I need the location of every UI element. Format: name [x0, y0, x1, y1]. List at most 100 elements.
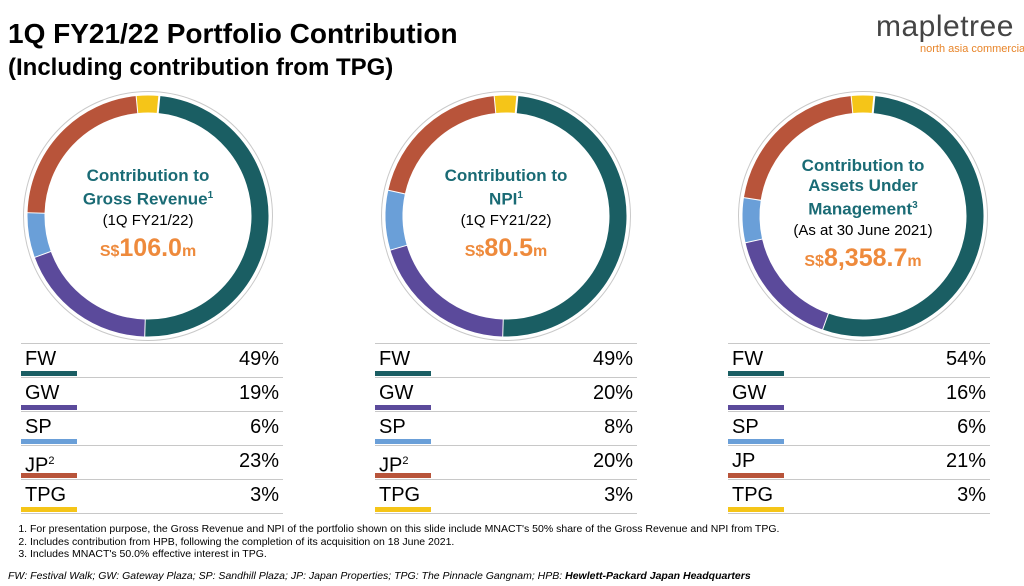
chart-title-line-1: Contribution to — [801, 155, 925, 175]
donut-segment-gw — [745, 238, 829, 330]
chart-title-line-1: Contribution to — [444, 165, 568, 185]
donut-outer-ring — [23, 91, 273, 341]
chart-title: Contribution to Assets Under Management3 — [802, 156, 925, 220]
donut-svg — [738, 91, 988, 341]
legend-swatch-gw — [728, 405, 784, 410]
donut-segment-jp — [743, 96, 854, 200]
legend-label: FW — [25, 348, 57, 370]
legend-row-tpg: TPG 3% — [728, 480, 990, 514]
legend-swatch-fw — [728, 371, 784, 376]
chart-title-footnote: 3 — [912, 199, 918, 211]
donut-segment-separator — [514, 94, 519, 115]
donut-chart-npi: Contribution to NPI1 (1Q FY21/22) S$80.5… — [379, 89, 633, 343]
legend-swatch-fw — [375, 371, 431, 376]
donut-segment-sp — [385, 189, 407, 250]
donut-segment-separator — [156, 94, 161, 115]
footnote-item: Includes contribution from HPB, followin… — [30, 536, 779, 549]
legend-swatch-tpg — [728, 507, 784, 512]
footnote-item: Includes MNACT's 50.0% effective interes… — [30, 548, 779, 561]
legend-label: SP — [25, 416, 52, 438]
logo-tagline: north asia commercial — [920, 43, 1024, 55]
legend-row-jp: JP 21% — [728, 446, 990, 480]
legend-label: FW — [379, 348, 411, 370]
donut-outer-ring — [738, 91, 988, 341]
legend-swatch-gw — [375, 405, 431, 410]
chart-period: (1Q FY21/22) — [460, 212, 552, 230]
donut-chart-gross-revenue: Contribution to Gross Revenue1 (1Q FY21/… — [21, 89, 275, 343]
unit: m — [533, 243, 548, 261]
donut-segment-separator — [744, 237, 764, 244]
currency: S$ — [99, 243, 120, 261]
legend-label-footnote: 2 — [48, 455, 55, 467]
chart-title-footnote: 1 — [207, 189, 214, 201]
chart-total-value: S$8,358.7m — [804, 244, 921, 276]
footnote-item: For presentation purpose, the Gross Reve… — [30, 523, 779, 536]
chart-title-line-1: Contribution to — [86, 165, 210, 185]
legend-row-sp: SP 6% — [21, 412, 283, 446]
legend-value: 20% — [592, 450, 633, 472]
page-title: 1Q FY21/22 Portfolio Contribution — [8, 18, 458, 49]
legend-table-aum: FW 54% GW 16% SP 6% JP 21% TPG 3% — [728, 343, 990, 514]
legend-label: TPG — [379, 484, 421, 506]
legend-value: 54% — [945, 348, 986, 370]
chart-title-line-2: Gross Revenue — [82, 189, 208, 209]
chart-total-value: S$106.0m — [100, 234, 196, 266]
donut-segment-separator — [26, 211, 46, 214]
legend-row-tpg: TPG 3% — [375, 480, 637, 514]
legend-swatch-sp — [21, 439, 77, 444]
chart-period: (1Q FY21/22) — [102, 212, 194, 230]
donut-chart-aum: Contribution to Assets Under Management3… — [736, 89, 990, 343]
legend-label: JP2 — [379, 454, 409, 477]
abbreviations-note: FW: Festival Walk; GW: Gateway Plaza; SP… — [8, 570, 751, 582]
legend-value: 19% — [238, 382, 279, 404]
donut-segment-separator — [135, 94, 140, 115]
legend-row-gw: GW 20% — [375, 378, 637, 412]
logo-wordmark: mapletree — [876, 10, 1014, 43]
donut-center: Contribution to NPI1 (1Q FY21/22) S$80.5… — [416, 126, 596, 306]
legend-swatch-sp — [375, 439, 431, 444]
legend-row-gw: GW 19% — [21, 378, 283, 412]
unit: m — [907, 253, 922, 271]
chart-period: (As at 30 June 2021) — [793, 222, 933, 240]
legend-label: FW — [732, 348, 764, 370]
total-number: 8,358.7 — [823, 244, 908, 273]
donut-segment-fw — [822, 96, 984, 337]
legend-swatch-sp — [728, 439, 784, 444]
legend-value: 23% — [238, 450, 279, 472]
legend-label: JP2 — [25, 454, 55, 477]
legend-table-gross-revenue: FW 49% GW 19% SP 6% JP2 23% TPG 3% — [21, 343, 283, 514]
chart-title-line-2: Assets Under — [808, 175, 918, 195]
legend-swatch-tpg — [21, 507, 77, 512]
donut-center: Contribution to Assets Under Management3… — [773, 126, 953, 306]
legend-value: 16% — [945, 382, 986, 404]
legend-swatch-gw — [21, 405, 77, 410]
chart-total-value: S$80.5m — [465, 234, 547, 266]
donut-outer-ring — [381, 91, 631, 341]
legend-value: 6% — [250, 416, 279, 438]
legend-value: 20% — [592, 382, 633, 404]
legend-swatch-fw — [21, 371, 77, 376]
unit: m — [181, 243, 197, 261]
legend-label: GW — [379, 382, 414, 404]
currency: S$ — [464, 243, 485, 261]
legend-label: TPG — [732, 484, 774, 506]
donut-segment-separator — [387, 188, 407, 195]
donut-center: Contribution to Gross Revenue1 (1Q FY21/… — [58, 126, 238, 306]
legend-table-npi: FW 49% GW 20% SP 8% JP2 20% TPG 3% — [375, 343, 637, 514]
legend-label: SP — [379, 416, 406, 438]
chart-title-line-3: Management — [808, 199, 913, 219]
legend-swatch-jp — [728, 473, 784, 478]
legend-swatch-jp — [375, 473, 431, 478]
donut-segment-sp — [27, 212, 51, 257]
legend-label-footnote: 2 — [402, 455, 409, 467]
abbreviations-text: FW: Festival Walk; GW: Gateway Plaza; SP… — [8, 570, 566, 582]
legend-value: 3% — [957, 484, 986, 506]
legend-swatch-tpg — [375, 507, 431, 512]
donut-svg — [23, 91, 273, 341]
donut-segment-fw — [502, 96, 627, 337]
legend-value: 8% — [604, 416, 633, 438]
donut-segment-jp — [388, 96, 497, 194]
total-number: 106.0 — [119, 234, 182, 263]
page-subtitle: (Including contribution from TPG) — [8, 54, 394, 81]
chart-title-footnote: 1 — [517, 189, 523, 201]
